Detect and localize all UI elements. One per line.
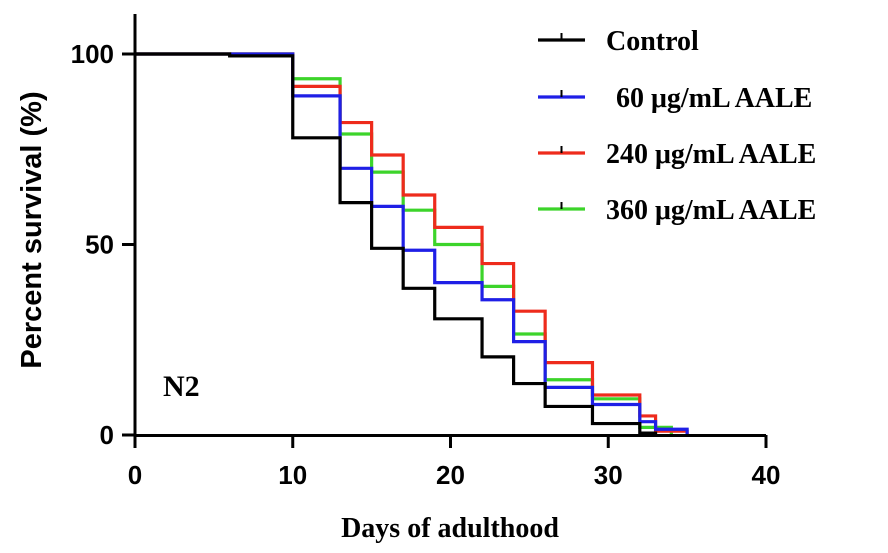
series-line-0 [135, 52, 658, 435]
x-axis-title: Days of adulthood [341, 513, 559, 544]
legend-label-3: 360 μg/mL AALE [606, 195, 816, 226]
legend: Control 60 μg/mL AALE 240 μg/mL AALE 360 μg… [538, 26, 816, 226]
x-tick-label-2: 20 [436, 460, 465, 490]
legend-label-0: Control [606, 26, 699, 57]
y-tick-label-0: 0 [100, 420, 114, 450]
legend-label-2: 240 μg/mL AALE [606, 139, 816, 170]
series-line-1 [135, 52, 689, 435]
series-layer [135, 52, 689, 435]
y-tick-label-2: 100 [71, 39, 114, 69]
x-tick-label-0: 0 [128, 460, 142, 490]
legend-label-1: 60 μg/mL AALE [616, 83, 812, 114]
series-line-2 [135, 52, 689, 435]
x-tick-label-4: 40 [752, 460, 781, 490]
y-axis-title: Percent survival (%) [16, 91, 48, 368]
y-tick-label-1: 50 [85, 230, 114, 260]
x-tick-label-3: 30 [594, 460, 623, 490]
strain-annotation: N2 [163, 370, 200, 403]
ticks-layer: 0 10 20 30 40 0 50 100 [71, 39, 781, 490]
x-tick-label-1: 10 [278, 460, 307, 490]
